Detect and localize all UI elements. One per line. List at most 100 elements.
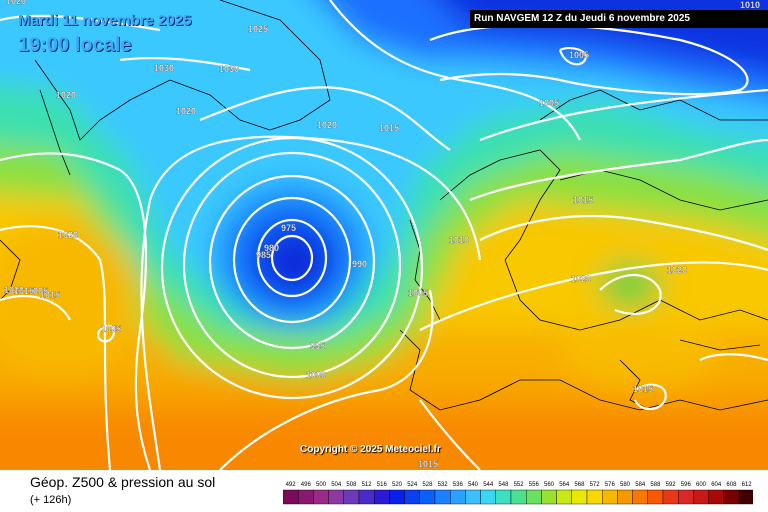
isobar-label: 985: [256, 250, 271, 260]
scale-swatch: [373, 489, 390, 505]
scale-swatch: [434, 489, 451, 505]
isobar-label: 1030: [219, 64, 239, 74]
copyright-notice: Copyright © 2025 Meteociel.fr: [300, 444, 441, 455]
scale-swatch: [693, 489, 709, 505]
scale-swatch: [495, 489, 512, 505]
scale-label: 544: [483, 482, 494, 488]
isobar-label: 1020: [6, 0, 26, 6]
scale-label: 512: [362, 482, 373, 488]
scale-label: 580: [620, 482, 631, 488]
isobar-label: 1005: [569, 50, 589, 60]
isobar-label: 1010: [740, 0, 760, 10]
scale-label: 520: [392, 482, 403, 488]
scale-swatch: [313, 489, 329, 505]
isobar-label: 1015: [379, 123, 399, 133]
scale-swatch: [556, 489, 573, 505]
scale-label: 564: [559, 482, 570, 488]
scale-swatch: [586, 489, 603, 505]
isobar-label: 1005: [28, 286, 48, 296]
scale-label: 528: [422, 482, 433, 488]
isobar-label: 1020: [176, 106, 196, 116]
scale-label: 572: [590, 482, 601, 488]
scale-label: 556: [529, 482, 540, 488]
scale-swatch: [571, 489, 588, 505]
isobar-label: 1020: [4, 285, 24, 295]
scale-swatch: [617, 489, 633, 505]
isobar-label: 1020: [56, 90, 76, 100]
isobar-label: 1015: [633, 384, 653, 394]
scale-label: 548: [498, 482, 509, 488]
legend-title: Géop. Z500 & pression au sol: [30, 474, 216, 490]
isobar-label: 980: [264, 243, 279, 253]
model-run-label: Run NAVGEM 12 Z du Jeudi 6 novembre 2025: [470, 10, 768, 28]
scale-swatch: [419, 489, 436, 505]
scale-swatch: [328, 489, 344, 505]
isobar-label: 1015: [573, 195, 593, 205]
scale-swatch: [647, 489, 664, 505]
isobar-label: 975: [281, 223, 296, 233]
scale-swatch: [678, 489, 694, 505]
scale-swatch: [358, 489, 375, 505]
z500-color-field: [0, 0, 768, 470]
scale-swatch: [510, 489, 527, 505]
isobar-label: 1010: [449, 235, 469, 245]
scale-swatch: [449, 489, 466, 505]
scale-label: 568: [574, 482, 585, 488]
isobar-label: 1005: [408, 288, 428, 298]
legend-subtitle: (+ 126h): [30, 494, 72, 506]
scale-label: 540: [468, 482, 479, 488]
isobar-label: 1025: [101, 324, 121, 334]
scale-swatch: [738, 489, 753, 505]
scale-label: 612: [742, 482, 753, 488]
weather-map: 1020 1025 1030 1030 1020 1020 1020 1015 …: [0, 0, 768, 470]
scale-label: 492: [286, 482, 297, 488]
scale-swatch: [465, 489, 481, 505]
scale-label: 516: [377, 482, 388, 488]
isobar-labels: 1020 1025 1030 1030 1020 1020 1020 1015 …: [4, 0, 760, 469]
isobar-label: 1015: [40, 290, 60, 300]
scale-swatch: [283, 489, 299, 505]
scale-label: 504: [331, 482, 342, 488]
isobar-label: 1020: [571, 274, 591, 284]
scale-label: 500: [316, 482, 327, 488]
scale-swatch: [389, 489, 405, 505]
scale-swatch: [343, 489, 360, 505]
scale-label: 496: [301, 482, 312, 488]
isobar-label: 1020: [58, 230, 78, 240]
forecast-date: Mardi 11 novembre 2025: [18, 12, 192, 29]
isobar-label: 1025: [248, 24, 268, 34]
isobar-label: 990: [352, 259, 367, 269]
scale-swatch: [404, 489, 420, 505]
scale-swatch: [602, 489, 618, 505]
scale-label: 588: [650, 482, 661, 488]
isobars: [0, 0, 768, 470]
scale-label: 524: [407, 482, 418, 488]
scale-label: 600: [696, 482, 707, 488]
scale-label: 608: [726, 482, 737, 488]
scale-swatch: [541, 489, 557, 505]
scale-label: 536: [453, 482, 464, 488]
scale-label: 508: [346, 482, 357, 488]
scale-label: 604: [711, 482, 722, 488]
z500-color-scale: 492 496 500 504 508 512 516 520 524 528 532 536 540 5…: [283, 482, 753, 505]
isobar-label: 1005: [539, 98, 559, 108]
isobar-label: 1015: [14, 286, 34, 296]
scale-label: 532: [438, 482, 449, 488]
scale-label: 584: [635, 482, 646, 488]
isobar-label: 1015: [418, 459, 438, 469]
isobar-label: 995: [310, 341, 325, 351]
scale-label: 576: [605, 482, 616, 488]
scale-label: 552: [514, 482, 525, 488]
forecast-time: 19:00 locale: [18, 34, 132, 56]
scale-swatch: [632, 489, 649, 505]
scale-swatch: [480, 489, 497, 505]
scale-swatch: [297, 489, 314, 505]
isobar-label: 1030: [154, 63, 174, 73]
isobar-label: 1000: [306, 370, 326, 380]
scale-label: 560: [544, 482, 555, 488]
isobar-label: 1020: [317, 120, 337, 130]
scale-label: 592: [666, 482, 677, 488]
isobar-label: 1020: [667, 265, 687, 275]
scale-swatch: [708, 489, 725, 505]
